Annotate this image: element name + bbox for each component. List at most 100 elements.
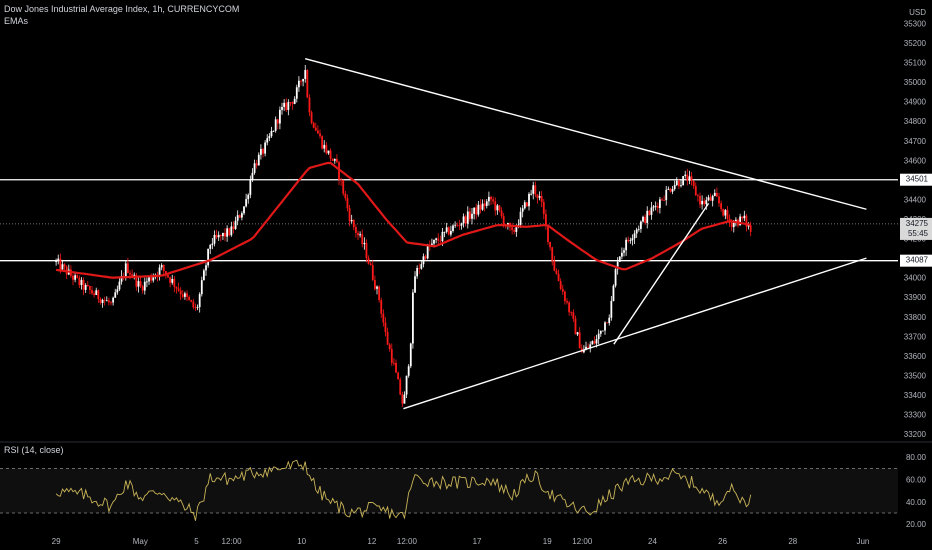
candle-body: [59, 258, 62, 270]
candle-body: [445, 227, 448, 232]
candle-body: [232, 226, 235, 229]
candle-body: [72, 275, 74, 280]
candle-body: [245, 199, 248, 207]
candle-body: [249, 179, 252, 195]
level-price-tag-text: 34087: [906, 256, 929, 265]
x-tick-label: 17: [473, 537, 482, 546]
candle-body: [730, 223, 733, 228]
candle-body: [663, 200, 666, 201]
candle-body: [449, 230, 452, 235]
candle-body: [226, 228, 229, 237]
candle-body: [433, 239, 435, 244]
candle-body: [466, 211, 469, 224]
candle-body: [696, 195, 699, 197]
candle-body: [352, 219, 355, 228]
candle-body: [437, 238, 440, 241]
candle-body: [247, 194, 250, 200]
candle-body: [93, 293, 96, 295]
candle-body: [694, 186, 697, 196]
candle-body: [519, 211, 522, 225]
candle-body: [405, 375, 408, 395]
y-tick-label: 33300: [904, 411, 927, 420]
candle-body: [595, 339, 598, 344]
x-tick-label: 12:00: [397, 537, 418, 546]
candle-body: [692, 180, 695, 187]
candle-body: [473, 207, 476, 214]
candle-body: [705, 200, 708, 205]
candle-body: [80, 279, 83, 286]
candle-body: [709, 197, 712, 201]
candle-body: [194, 307, 197, 309]
candle-body: [300, 80, 302, 82]
candle-body: [213, 234, 216, 244]
rsi-y-tick-label: 40.00: [906, 498, 927, 507]
y-tick-label: 34000: [904, 274, 927, 283]
candle-body: [376, 286, 378, 289]
candle-body: [175, 286, 178, 289]
rsi-y-tick-label: 60.00: [906, 476, 927, 485]
candle-body: [654, 205, 657, 207]
candle-body: [171, 278, 174, 283]
candle-body: [618, 256, 621, 262]
candle-body: [500, 210, 503, 217]
candle-body: [513, 229, 516, 232]
candle-body: [135, 274, 138, 287]
current-price-tag: [900, 217, 932, 240]
candle-body: [576, 332, 579, 335]
candle-body: [321, 136, 324, 149]
candle-body: [616, 261, 619, 270]
candle-body: [91, 290, 93, 294]
candle-body: [211, 243, 214, 245]
trendlines: [304, 57, 867, 410]
candle-body: [479, 204, 482, 210]
candle-body: [703, 200, 706, 205]
candle-body: [262, 148, 264, 154]
candle-body: [181, 294, 184, 297]
level-price-tag: [900, 254, 932, 267]
candle-body: [281, 106, 283, 110]
candle-body: [439, 240, 442, 242]
rsi-line: [55, 459, 752, 521]
candle-body: [530, 193, 533, 195]
candle-body: [373, 279, 376, 289]
candle-body: [101, 299, 104, 303]
candle-body: [566, 301, 568, 303]
rsi-band-fill: [0, 468, 898, 514]
candle-body: [274, 119, 277, 131]
candle-body: [574, 318, 577, 335]
candle-body: [293, 98, 296, 104]
candle-body: [110, 302, 112, 304]
candle-body: [346, 198, 349, 209]
candle-body: [219, 234, 222, 237]
candle-body: [105, 300, 108, 302]
candle-body: [344, 193, 347, 199]
candle-body: [637, 228, 640, 230]
candle-body: [190, 299, 193, 302]
candle-body: [112, 297, 115, 303]
candle-body: [597, 333, 600, 340]
candle-body: [496, 205, 499, 211]
candle-body: [713, 192, 716, 196]
candle-body: [701, 200, 704, 205]
candle-body: [291, 102, 294, 104]
candle-body: [139, 281, 142, 287]
candle-body: [648, 210, 651, 215]
candle-body: [492, 199, 495, 202]
candle-body: [116, 289, 119, 293]
candle-body: [78, 277, 81, 286]
candle-body: [335, 158, 338, 163]
candle-body: [540, 196, 543, 202]
candle-body: [523, 202, 526, 209]
y-tick-label: 33900: [904, 293, 927, 302]
candle-body: [551, 247, 554, 261]
candle-body: [272, 130, 275, 132]
candle-body: [441, 231, 444, 242]
candle-body: [333, 158, 336, 161]
x-tick-label: 10: [297, 537, 306, 546]
rsi-y-tick-label: 80.00: [906, 453, 927, 462]
candle-body: [407, 366, 410, 376]
horizontal-levels: [0, 179, 898, 262]
candle-body: [680, 185, 682, 187]
candle-body: [435, 238, 438, 240]
